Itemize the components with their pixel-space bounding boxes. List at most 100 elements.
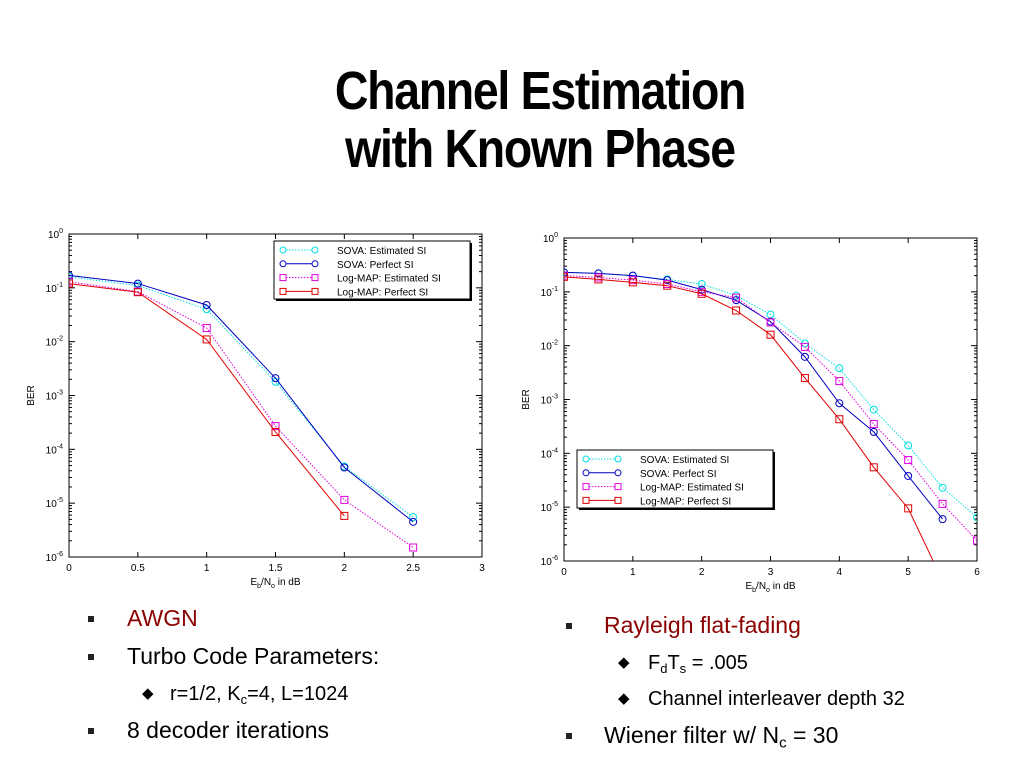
list-item: Rayleigh flat-fading bbox=[566, 611, 1006, 649]
y-tick-label: 10-6 bbox=[46, 551, 63, 564]
data-point bbox=[800, 374, 809, 383]
data-point bbox=[594, 269, 603, 278]
data-point bbox=[202, 300, 211, 309]
legend-label: Log-MAP: Estimated SI bbox=[640, 483, 744, 494]
data-point bbox=[973, 513, 977, 522]
data-point bbox=[869, 405, 878, 414]
y-tick-label: 100 bbox=[543, 232, 558, 245]
title-line-2: with Known Phase bbox=[345, 119, 736, 179]
x-axis-label: Eb/No in dB bbox=[745, 581, 795, 594]
data-point bbox=[663, 281, 672, 290]
data-point bbox=[271, 422, 280, 431]
series-3 bbox=[69, 279, 349, 520]
legend-marker bbox=[311, 260, 319, 268]
y-tick-label: 100 bbox=[48, 228, 63, 241]
data-point bbox=[766, 318, 775, 327]
data-point bbox=[340, 511, 349, 520]
right-bullet-list: Rayleigh flat-fading ◆ FdTs = .005 ◆ Cha… bbox=[566, 611, 1006, 759]
legend-box bbox=[576, 449, 774, 509]
data-point bbox=[697, 279, 706, 288]
data-point bbox=[409, 543, 418, 552]
x-tick-label: 4 bbox=[837, 567, 843, 578]
legend-marker bbox=[582, 455, 590, 463]
data-point bbox=[628, 278, 637, 287]
data-point bbox=[271, 427, 280, 436]
y-axis-label: BER bbox=[26, 385, 37, 406]
y-tick-label: 10-1 bbox=[46, 282, 63, 295]
data-point bbox=[869, 420, 878, 429]
data-point bbox=[904, 441, 913, 450]
legend-marker bbox=[582, 496, 590, 504]
legend-label: SOVA: Estimated SI bbox=[640, 455, 729, 466]
y-tick-label: 10-1 bbox=[541, 286, 558, 299]
list-subitem: ◆ r=1/2, Kc=4, L=1024 bbox=[88, 680, 508, 716]
data-point bbox=[766, 330, 775, 339]
data-point bbox=[835, 364, 844, 373]
data-point bbox=[340, 463, 349, 472]
x-tick-label: 3 bbox=[479, 563, 485, 574]
legend-label: Log-MAP: Estimated SI bbox=[337, 274, 441, 285]
x-tick-label: 0 bbox=[66, 563, 72, 574]
data-point bbox=[835, 377, 844, 386]
data-point bbox=[869, 427, 878, 436]
x-tick-label: 2 bbox=[699, 567, 705, 578]
data-point bbox=[973, 536, 977, 545]
x-tick-label: 2 bbox=[342, 563, 348, 574]
data-point bbox=[938, 483, 947, 492]
legend-label: SOVA: Perfect SI bbox=[337, 260, 414, 271]
diamond-bullet-icon: ◆ bbox=[618, 690, 630, 707]
title-line-1: Channel Estimation bbox=[334, 61, 747, 121]
data-point bbox=[409, 517, 418, 526]
diamond-bullet-icon: ◆ bbox=[618, 654, 630, 671]
y-axis-label: BER bbox=[521, 389, 532, 410]
data-point bbox=[202, 323, 211, 332]
list-item: Wiener filter w/ Nc = 30 bbox=[566, 721, 1006, 759]
list-subitem-text: FdTs = .005 bbox=[648, 652, 748, 676]
list-item: AWGN bbox=[88, 604, 508, 642]
data-point bbox=[697, 289, 706, 298]
x-tick-label: 2.5 bbox=[406, 563, 420, 574]
data-point bbox=[938, 515, 947, 524]
series-line bbox=[564, 276, 934, 561]
data-point bbox=[835, 415, 844, 424]
series-2 bbox=[69, 277, 418, 552]
series-line bbox=[564, 275, 977, 541]
x-tick-label: 1 bbox=[630, 567, 636, 578]
series-line bbox=[564, 271, 943, 520]
data-point bbox=[409, 513, 418, 522]
legend-label: Log-MAP: Perfect SI bbox=[337, 287, 428, 298]
y-tick-label: 10-2 bbox=[46, 336, 63, 349]
data-point bbox=[904, 504, 913, 513]
data-point bbox=[340, 495, 349, 504]
x-tick-label: 3 bbox=[768, 567, 774, 578]
list-subitem-text: Channel interleaver depth 32 bbox=[648, 688, 905, 710]
data-point bbox=[69, 271, 73, 280]
rayleigh-ber-chart: 0 1 2 3 4 5 6 100 10-1 10-2 10-3 10-4 10-5 10-6 Eb/No … bbox=[521, 232, 980, 594]
legend-marker bbox=[279, 274, 287, 282]
x-tick-label: 5 bbox=[905, 567, 911, 578]
list-subitem: ◆ Channel interleaver depth 32 bbox=[566, 685, 1006, 721]
data-point bbox=[202, 335, 211, 344]
data-point bbox=[564, 272, 568, 281]
x-tick-label: 0 bbox=[561, 567, 567, 578]
y-tick-label: 10-5 bbox=[541, 501, 558, 514]
series-line bbox=[69, 283, 345, 517]
y-tick-label: 10-5 bbox=[46, 497, 63, 510]
square-bullet-icon bbox=[566, 733, 572, 739]
y-tick-label: 10-2 bbox=[541, 340, 558, 353]
legend-marker bbox=[279, 246, 287, 254]
data-point bbox=[835, 399, 844, 408]
data-point bbox=[69, 279, 73, 288]
legend-label: SOVA: Perfect SI bbox=[640, 469, 717, 480]
legend-marker bbox=[582, 483, 590, 491]
data-point bbox=[800, 352, 809, 361]
diamond-bullet-icon: ◆ bbox=[142, 685, 154, 702]
series-1 bbox=[564, 268, 947, 524]
list-item-text: 8 decoder iterations bbox=[127, 717, 330, 743]
series-line bbox=[69, 274, 414, 523]
series-line bbox=[69, 276, 414, 518]
data-point bbox=[904, 471, 913, 480]
awgn-ber-chart: 0 0.5 1 1.5 2 2.5 3 100 10-1 10-2 10-3 10-4 10-5 10-6… bbox=[26, 228, 485, 590]
series-1 bbox=[69, 271, 418, 526]
legend-marker bbox=[614, 455, 622, 463]
